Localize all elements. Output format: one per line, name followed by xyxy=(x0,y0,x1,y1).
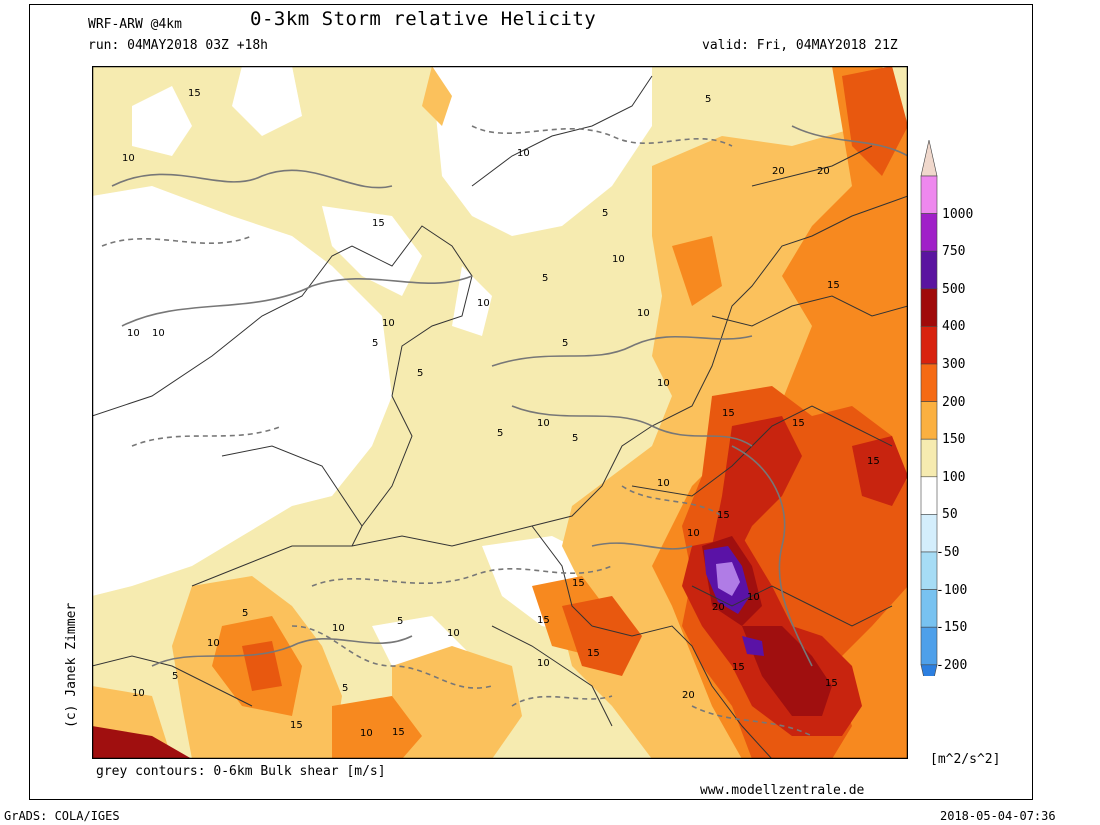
svg-text:15: 15 xyxy=(717,510,730,521)
colorbar-box xyxy=(920,626,938,666)
colorbar-bottom-arrow xyxy=(920,664,938,676)
svg-text:10: 10 xyxy=(537,418,550,429)
svg-text:5: 5 xyxy=(172,671,178,682)
colorbar-tick-label: -50 xyxy=(936,545,960,560)
colorbar-box xyxy=(920,551,938,590)
svg-text:20: 20 xyxy=(817,166,830,177)
colorbar-tick-label: 100 xyxy=(942,469,966,485)
svg-text:15: 15 xyxy=(827,280,840,291)
svg-text:15: 15 xyxy=(372,218,385,229)
website-link: www.modellzentrale.de xyxy=(700,783,865,798)
helicity-map: 15 10 10 5 20 20 15 5 10 5 10 10 5 10 10… xyxy=(92,66,908,759)
author-credit: (c) Janek Zimmer xyxy=(64,602,79,728)
colorbar-tick-label: 400 xyxy=(942,319,966,335)
colorbar-box xyxy=(920,589,938,628)
colorbar-box xyxy=(920,363,938,402)
colorbar-box xyxy=(920,438,938,478)
colorbar-units: [m^2/s^2] xyxy=(930,752,1001,767)
colorbar-tick-label: 500 xyxy=(942,281,966,297)
colorbar-tick-label: 750 xyxy=(942,244,966,260)
colorbar xyxy=(920,140,938,676)
shear-caption: grey contours: 0-6km Bulk shear [m/s] xyxy=(96,764,386,779)
colorbar-box xyxy=(920,175,938,214)
colorbar-tick-label: -200 xyxy=(936,657,968,673)
svg-text:10: 10 xyxy=(657,378,670,389)
svg-text:10: 10 xyxy=(657,478,670,489)
svg-text:5: 5 xyxy=(602,208,608,219)
colorbar-box xyxy=(920,401,938,440)
contour-labels: 15 10 10 5 20 20 15 5 10 5 10 10 5 10 10… xyxy=(122,88,880,739)
svg-text:5: 5 xyxy=(562,338,568,349)
svg-text:15: 15 xyxy=(722,408,735,419)
svg-text:5: 5 xyxy=(342,683,348,694)
svg-text:5: 5 xyxy=(572,433,578,444)
colorbar-top-arrow xyxy=(920,140,938,177)
colorbar-tick-label: -100 xyxy=(936,582,968,598)
colorbar-box xyxy=(920,288,938,327)
colorbar-tick-label: 1000 xyxy=(942,206,974,222)
svg-text:10: 10 xyxy=(132,688,145,699)
chart-title: 0-3km Storm relative Helicity xyxy=(250,8,597,30)
svg-text:10: 10 xyxy=(537,658,550,669)
svg-text:10: 10 xyxy=(382,318,395,329)
svg-text:20: 20 xyxy=(682,690,695,701)
svg-text:15: 15 xyxy=(825,678,838,689)
colorbar-tick-label: -150 xyxy=(936,620,968,636)
svg-text:5: 5 xyxy=(705,94,711,105)
helicity-750 xyxy=(716,562,740,596)
svg-text:5: 5 xyxy=(417,368,423,379)
svg-text:15: 15 xyxy=(392,727,405,738)
model-label: WRF-ARW @4km xyxy=(88,17,182,32)
svg-text:10: 10 xyxy=(687,528,700,539)
shear-contours-dashed xyxy=(101,125,813,737)
svg-text:10: 10 xyxy=(517,148,530,159)
svg-text:10: 10 xyxy=(747,592,760,603)
svg-text:10: 10 xyxy=(122,153,135,164)
svg-text:15: 15 xyxy=(732,662,745,673)
svg-text:15: 15 xyxy=(867,456,880,467)
svg-text:10: 10 xyxy=(447,628,460,639)
colorbar-box xyxy=(920,476,938,515)
svg-text:10: 10 xyxy=(207,638,220,649)
footer-credit: GrADS: COLA/IGES xyxy=(4,809,120,823)
svg-text:20: 20 xyxy=(712,602,725,613)
svg-text:5: 5 xyxy=(372,338,378,349)
svg-text:5: 5 xyxy=(397,616,403,627)
svg-text:15: 15 xyxy=(290,720,303,731)
svg-text:5: 5 xyxy=(497,428,503,439)
svg-text:10: 10 xyxy=(152,328,165,339)
valid-time: valid: Fri, 04MAY2018 21Z xyxy=(702,38,898,53)
svg-text:20: 20 xyxy=(772,166,785,177)
coastlines-borders xyxy=(92,75,908,759)
colorbar-tick-label: 200 xyxy=(942,394,966,410)
svg-text:5: 5 xyxy=(542,273,548,284)
svg-text:10: 10 xyxy=(127,328,140,339)
svg-text:15: 15 xyxy=(792,418,805,429)
svg-text:10: 10 xyxy=(477,298,490,309)
colorbar-tick-label: 150 xyxy=(942,432,966,448)
colorbar-tick-label: 50 xyxy=(942,507,958,523)
colorbar-tick-label: 300 xyxy=(942,357,966,372)
colorbar-box xyxy=(920,213,938,252)
shear-contours xyxy=(111,125,908,667)
run-time: run: 04MAY2018 03Z +18h xyxy=(88,38,269,53)
svg-text:10: 10 xyxy=(332,623,345,634)
colorbar-box xyxy=(920,514,938,553)
svg-text:15: 15 xyxy=(537,615,550,626)
map-border xyxy=(92,66,908,759)
svg-text:5: 5 xyxy=(242,608,248,619)
svg-text:10: 10 xyxy=(637,308,650,319)
svg-text:15: 15 xyxy=(188,88,201,99)
svg-text:10: 10 xyxy=(360,728,373,739)
svg-text:15: 15 xyxy=(587,648,600,659)
colorbar-box xyxy=(920,250,938,290)
plot-frame xyxy=(29,4,1033,800)
svg-text:15: 15 xyxy=(572,578,585,589)
colorbar-box xyxy=(920,326,938,365)
footer-timestamp: 2018-05-04-07:36 xyxy=(940,809,1056,823)
svg-text:10: 10 xyxy=(612,254,625,265)
